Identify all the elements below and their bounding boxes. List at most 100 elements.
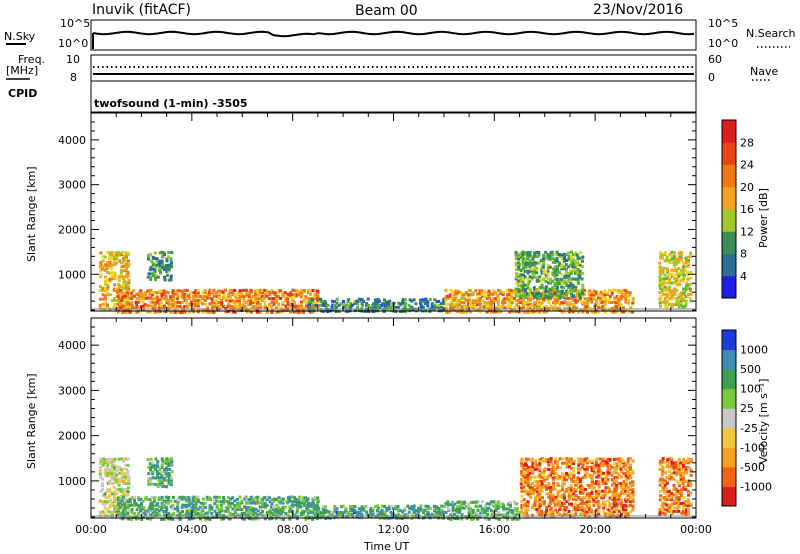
data-cell	[546, 287, 550, 291]
data-cell	[565, 267, 568, 271]
data-cell	[677, 457, 681, 461]
data-cell	[545, 492, 549, 496]
data-cell	[524, 265, 528, 269]
data-cell	[620, 508, 623, 512]
data-cell	[380, 504, 384, 508]
data-cell	[378, 306, 382, 309]
data-cell	[189, 291, 193, 295]
data-cell	[619, 303, 623, 307]
data-cell	[532, 301, 536, 305]
velocity-ylabel: Slant Range [km]	[25, 373, 38, 469]
data-cell	[297, 501, 301, 505]
data-cell	[144, 497, 147, 501]
data-cell	[526, 308, 530, 312]
data-cell	[442, 302, 446, 306]
data-cell	[110, 474, 114, 478]
data-cell	[515, 509, 519, 513]
colorbar-band	[722, 164, 736, 188]
data-cell	[592, 504, 596, 507]
data-cell	[615, 310, 619, 314]
data-cell	[347, 298, 351, 302]
data-cell	[571, 263, 575, 267]
data-cell	[594, 457, 598, 461]
data-cell	[549, 457, 553, 461]
data-cell	[460, 517, 464, 521]
data-cell	[333, 300, 336, 304]
data-cell	[433, 513, 437, 517]
data-cell	[581, 461, 585, 465]
data-cell	[673, 471, 676, 475]
data-cell	[410, 512, 414, 516]
data-cell	[553, 295, 557, 299]
data-cell	[684, 264, 688, 268]
data-cell	[590, 473, 594, 477]
data-cell	[160, 474, 164, 478]
data-cell	[684, 281, 688, 285]
data-cell	[562, 259, 566, 263]
data-cell	[513, 296, 516, 300]
data-cell	[122, 482, 126, 486]
data-cell	[532, 286, 536, 290]
data-cell	[530, 275, 534, 279]
data-cell	[121, 250, 125, 254]
data-cell	[558, 277, 562, 281]
data-cell	[194, 498, 198, 502]
data-cell	[560, 484, 564, 488]
data-cell	[478, 306, 482, 310]
data-cell	[621, 506, 625, 510]
data-cell	[659, 273, 663, 277]
data-cell	[578, 273, 582, 277]
data-cell	[256, 306, 260, 310]
data-cell	[606, 491, 610, 495]
y-tick-label: 3000	[58, 179, 86, 192]
data-cell	[494, 297, 498, 300]
data-cell	[371, 304, 375, 308]
data-cell	[666, 463, 670, 467]
data-cell	[437, 304, 441, 308]
data-cell	[624, 467, 628, 471]
data-cell	[120, 475, 124, 479]
data-cell	[123, 310, 127, 314]
data-cell	[571, 265, 575, 269]
data-cell	[106, 250, 110, 254]
data-cell	[410, 305, 414, 309]
data-cell	[596, 302, 600, 306]
data-cell	[277, 515, 281, 519]
data-cell	[162, 510, 166, 513]
data-cell	[279, 296, 283, 300]
colorbar-band	[722, 427, 736, 448]
data-cell	[537, 506, 541, 510]
data-cell	[529, 483, 532, 487]
data-cell	[521, 263, 525, 267]
data-cell	[291, 505, 295, 509]
data-cell	[590, 508, 594, 512]
data-cell	[445, 308, 448, 312]
data-cell	[117, 275, 121, 279]
data-cell	[283, 500, 287, 503]
data-cell	[666, 298, 669, 302]
data-cell	[531, 469, 535, 473]
data-cell	[564, 274, 568, 277]
data-cell	[549, 306, 553, 310]
data-cell	[113, 275, 117, 279]
data-cell	[547, 263, 551, 267]
data-cell	[166, 498, 170, 502]
data-cell	[673, 502, 677, 505]
data-cell	[551, 271, 555, 275]
data-cell	[176, 505, 180, 509]
data-cell	[542, 306, 546, 310]
data-cell	[578, 292, 582, 296]
data-cell	[213, 495, 217, 499]
data-cell	[122, 264, 126, 268]
data-cell	[187, 293, 191, 297]
data-cell	[561, 457, 565, 461]
data-cell	[114, 477, 118, 481]
data-cell	[167, 266, 171, 270]
data-cell	[185, 505, 189, 509]
data-cell	[583, 487, 587, 491]
data-cell	[678, 484, 681, 488]
data-cell	[256, 291, 260, 294]
data-cell	[274, 293, 278, 297]
data-cell	[465, 517, 469, 521]
data-cell	[663, 486, 667, 490]
